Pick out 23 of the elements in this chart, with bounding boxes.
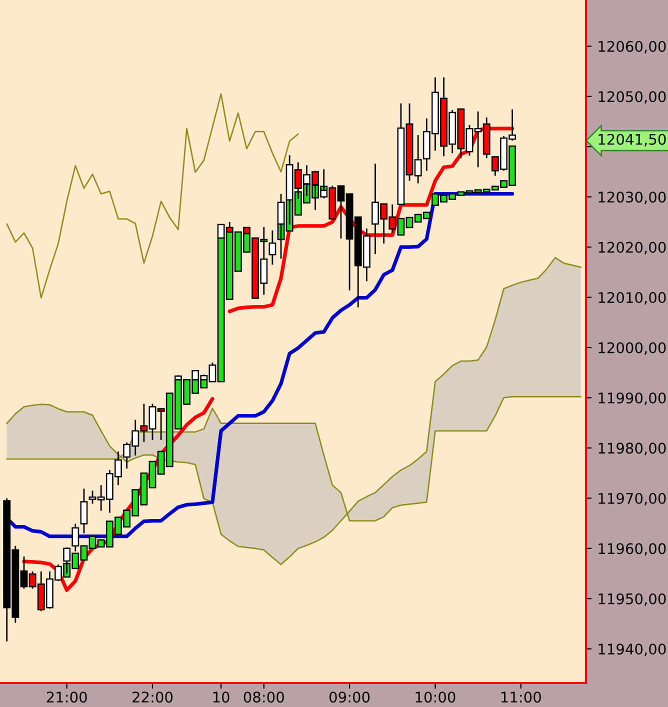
y-tick-label: 12010,00 — [598, 292, 666, 305]
line-series — [6, 93, 299, 299]
x-tick-label: 21:00 — [46, 692, 87, 703]
x-tick-label: 10:00 — [416, 692, 456, 703]
y-tick-label: 11980,00 — [598, 442, 666, 456]
y-tick-label: 11960,00 — [598, 543, 666, 556]
y-tick-label: 12041,50 — [598, 134, 666, 146]
x-tick-label: 08:00 — [244, 692, 284, 703]
y-tick-label: 11950,00 — [598, 593, 666, 606]
y-tick-label: 12000,00 — [598, 342, 666, 355]
x-tick-label: 11:00 — [501, 692, 541, 703]
y-tick-label: 11970,00 — [598, 492, 666, 506]
y-tick-label: 11940,00 — [598, 644, 666, 656]
y-tick-label: 12030,00 — [598, 192, 666, 204]
x-tick-label: 10 — [213, 692, 230, 703]
y-tick-label: 12060,00 — [598, 40, 666, 54]
x-tick-label: 09:00 — [329, 692, 370, 703]
y-tick-label: 12020,00 — [598, 242, 666, 254]
x-tick-label: 22:00 — [132, 692, 173, 703]
y-tick-label: 11990,00 — [598, 392, 666, 405]
y-tick-label: 12050,00 — [598, 91, 666, 104]
candlestick — [268, 230, 276, 266]
candlestick — [80, 488, 88, 534]
